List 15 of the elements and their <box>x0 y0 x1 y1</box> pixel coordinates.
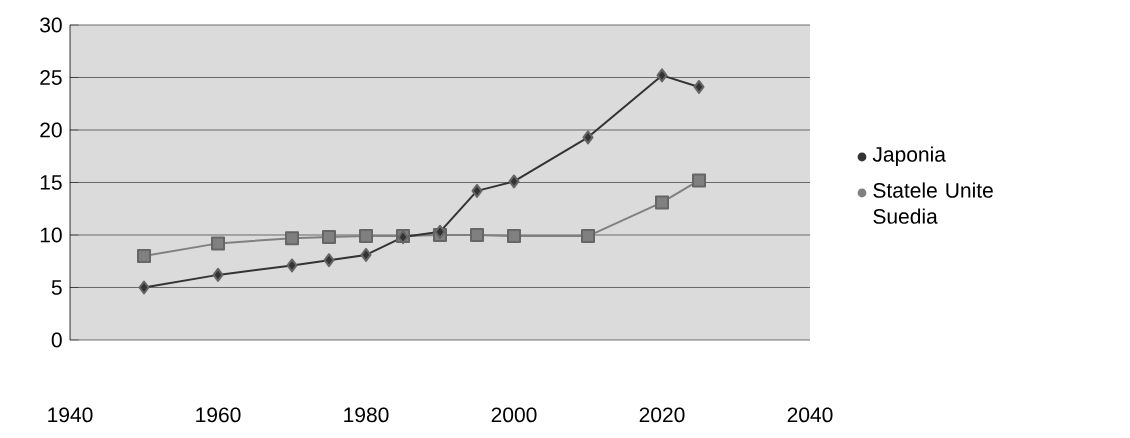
y-tick-label: 25 <box>40 70 62 85</box>
x-tick-label: 2000 <box>491 407 537 423</box>
y-tick-label: 20 <box>40 122 62 138</box>
legend-label: Statele Unite Suedia <box>873 182 993 224</box>
x-tick-label: 1960 <box>196 407 241 423</box>
x-tick-label: 2040 <box>787 407 833 423</box>
legend-label: Japonia <box>872 146 946 166</box>
y-tick-label: 10 <box>40 227 62 243</box>
x-tick-label: 1980 <box>344 407 389 423</box>
x-tick-label: 1940 <box>48 407 93 423</box>
y-tick-label: 15 <box>40 175 62 190</box>
y-tick-label: 5 <box>51 280 62 295</box>
x-tick-label: 2020 <box>639 407 685 423</box>
y-tick-label: 30 <box>40 17 62 33</box>
y-tick-label: 0 <box>51 332 62 348</box>
